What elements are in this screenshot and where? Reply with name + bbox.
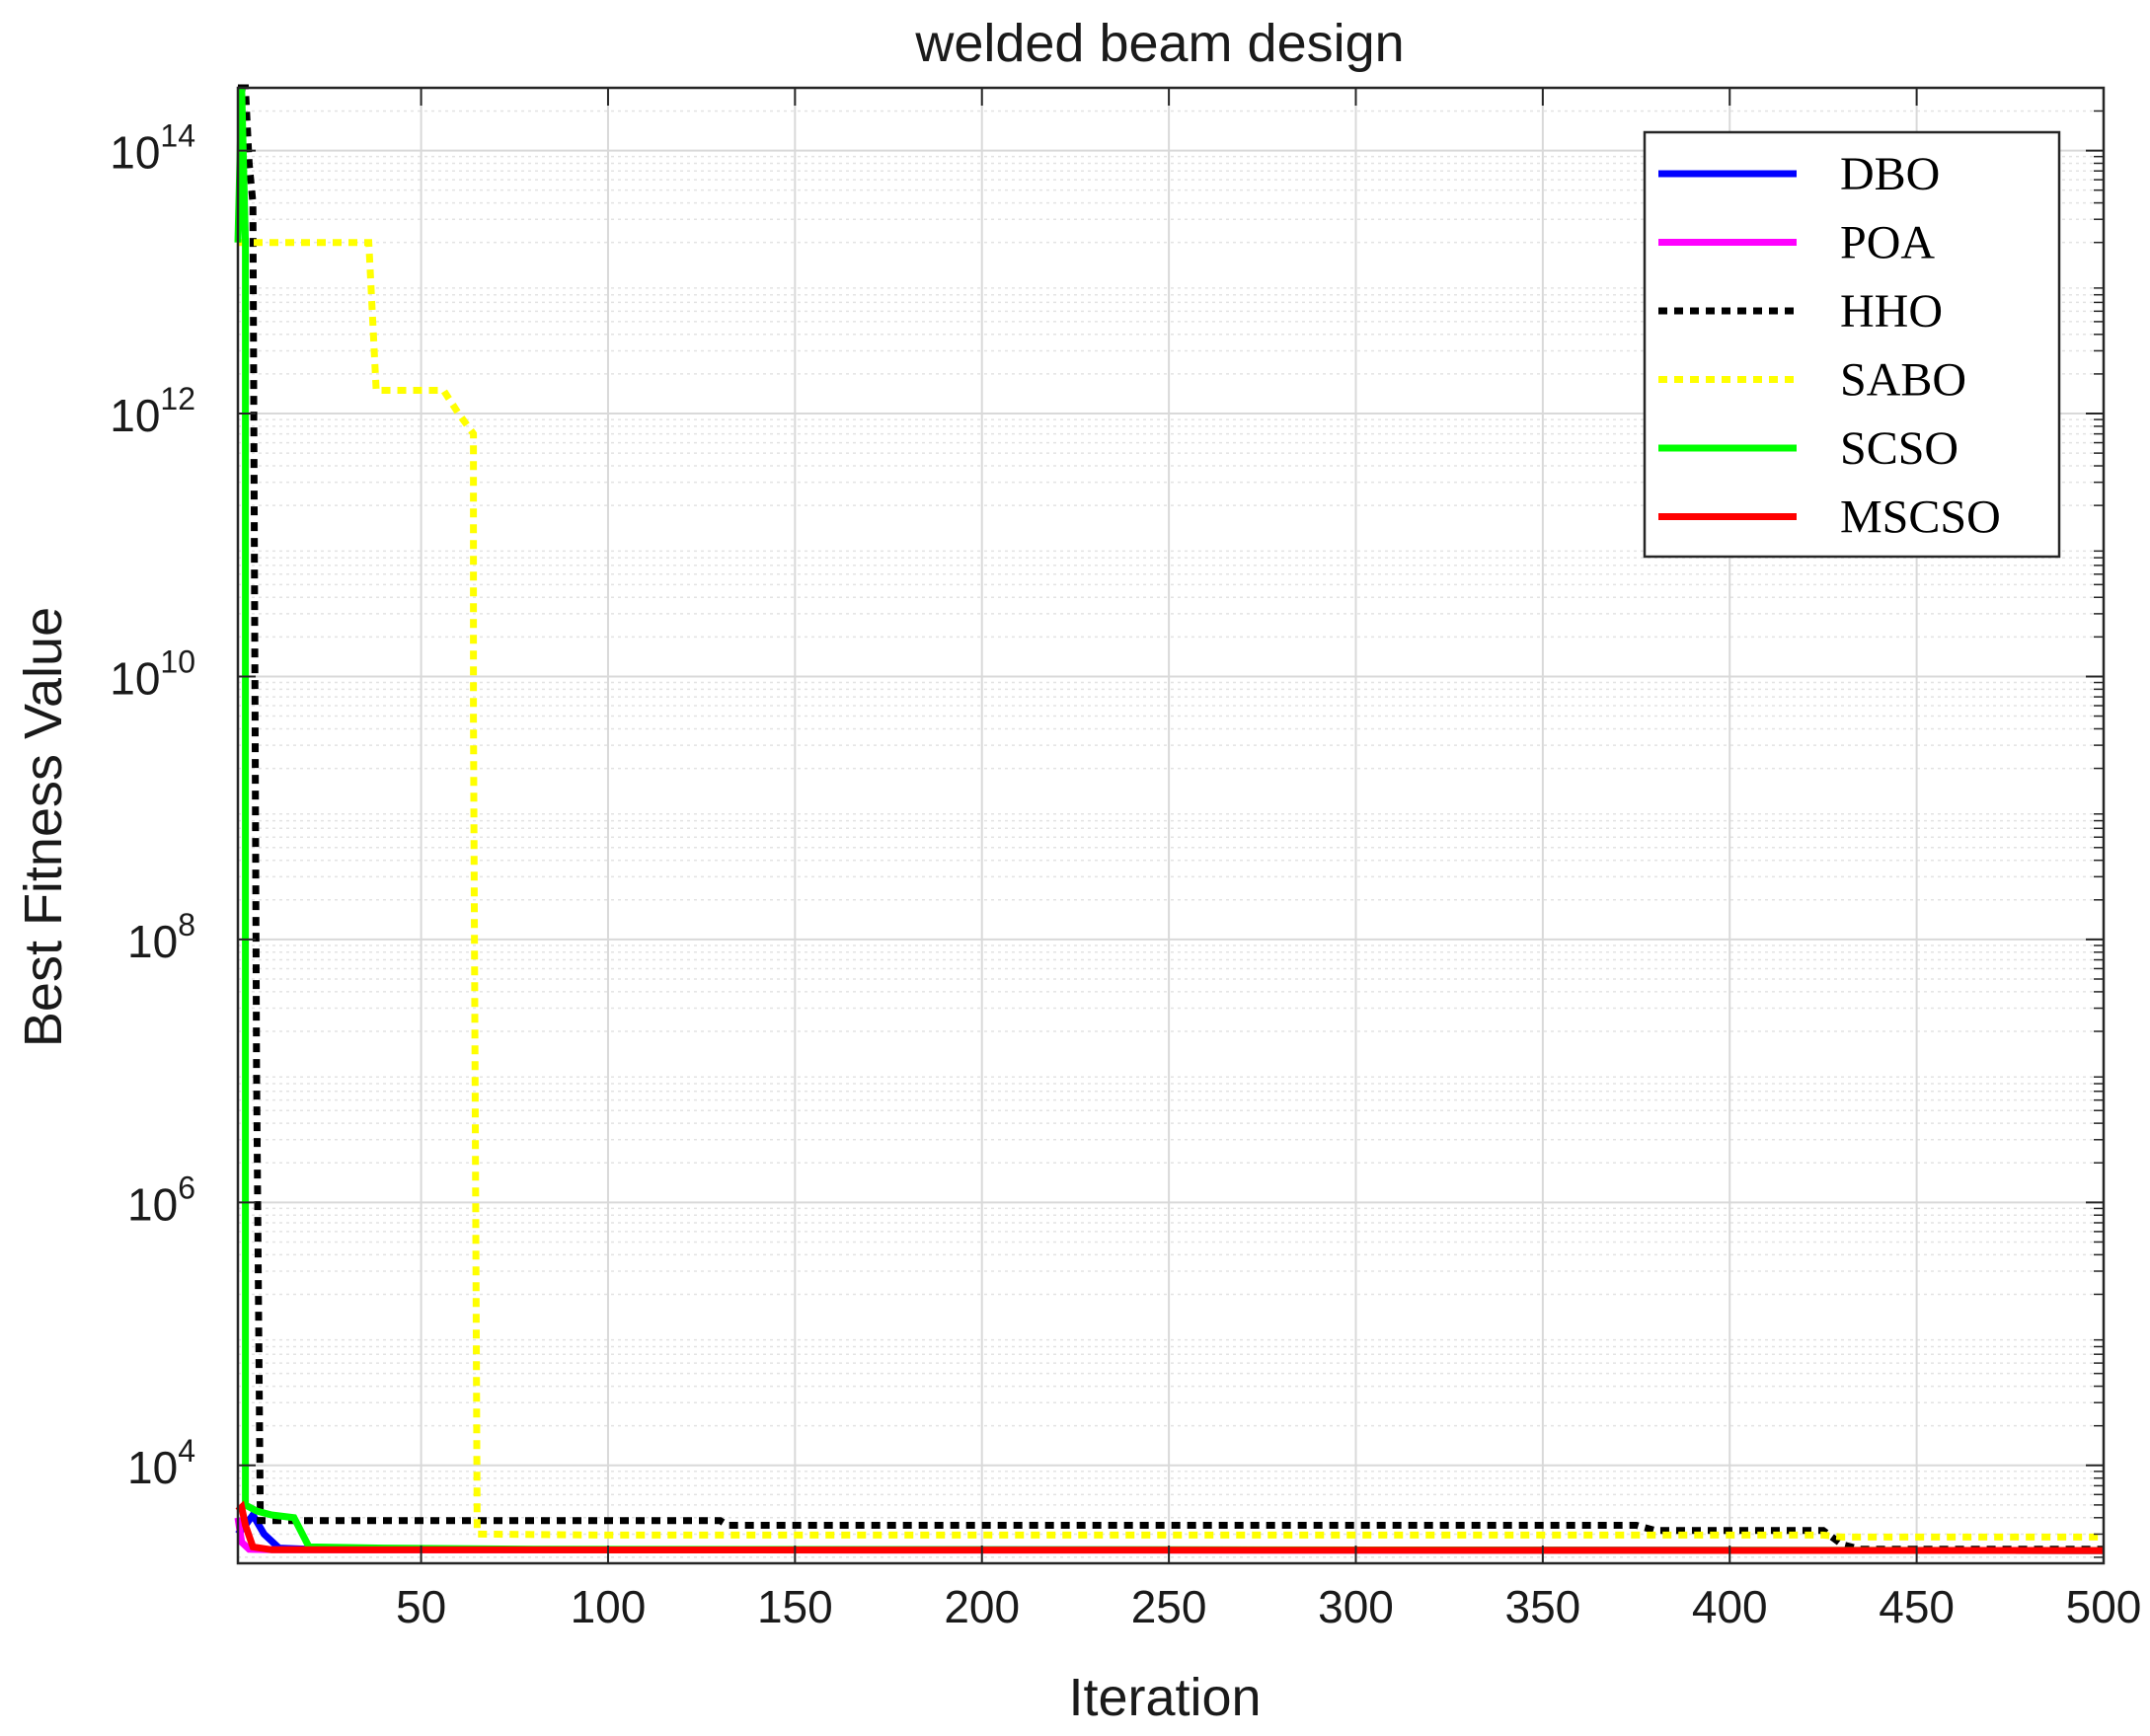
x-axis-label: Iteration bbox=[1068, 1668, 1261, 1727]
ticks: 104 106 108 1010 1012 1014 50 100 150 200 250 300 35… bbox=[110, 88, 2141, 1632]
x-tick-label: 250 bbox=[1131, 1581, 1207, 1632]
x-tick-label: 450 bbox=[1879, 1581, 1955, 1632]
legend-label-poa: POA bbox=[1840, 217, 1935, 269]
legend-box bbox=[1643, 130, 2061, 559]
y-tick-label: 1010 bbox=[110, 643, 195, 704]
legend-label-dbo: DBO bbox=[1840, 148, 1940, 200]
series-line-hho bbox=[238, 84, 2104, 1553]
x-tick-label: 50 bbox=[396, 1581, 446, 1632]
series-lines bbox=[234, 84, 2105, 1554]
x-tick-label: 200 bbox=[944, 1581, 1020, 1632]
plot-frame bbox=[236, 86, 2106, 1565]
y-tick-label: 1014 bbox=[110, 118, 195, 179]
series-line-sabo bbox=[238, 239, 2104, 1541]
legend-label-scso: SCSO bbox=[1840, 422, 1958, 475]
y-axis-label: Best Fitness Value bbox=[14, 607, 73, 1047]
x-tick-label: 400 bbox=[1692, 1581, 1768, 1632]
y-tick-label: 108 bbox=[127, 907, 195, 967]
legend-label-mscso: MSCSO bbox=[1840, 491, 2001, 544]
legend-label-hho: HHO bbox=[1840, 285, 1943, 338]
series-line-mscso bbox=[235, 1500, 2105, 1554]
x-tick-label: 150 bbox=[757, 1581, 833, 1632]
y-tick-label: 104 bbox=[127, 1433, 195, 1493]
chart-title: welded beam design bbox=[914, 14, 1404, 73]
grid bbox=[238, 88, 2105, 1563]
x-tick-label: 300 bbox=[1318, 1581, 1394, 1632]
legend: DBO POA HHO SABO SCSO MSCSO bbox=[1643, 130, 2061, 559]
x-tick-label: 500 bbox=[2066, 1581, 2142, 1632]
x-tick-label: 350 bbox=[1504, 1581, 1580, 1632]
x-tick-label: 100 bbox=[571, 1581, 647, 1632]
legend-label-sabo: SABO bbox=[1840, 354, 1966, 407]
y-tick-label: 106 bbox=[127, 1170, 195, 1230]
y-tick-label: 1012 bbox=[110, 381, 195, 441]
